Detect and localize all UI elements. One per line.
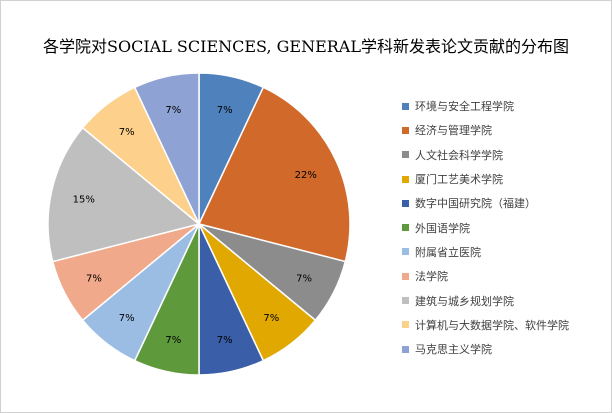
legend-label: 建筑与城乡规划学院 <box>415 294 514 308</box>
slice-data-label: 7% <box>263 313 279 324</box>
legend-item: 计算机与大数据学院、软件学院 <box>402 313 607 337</box>
slice-data-label: 7% <box>86 274 102 285</box>
legend-swatch <box>402 151 409 159</box>
legend-label: 计算机与大数据学院、软件学院 <box>415 318 569 332</box>
legend-item: 马克思主义学院 <box>402 337 607 361</box>
legend-item: 法学院 <box>402 264 607 288</box>
legend-swatch <box>402 321 409 329</box>
chart-title: 各学院对SOCIAL SCIENCES, GENERAL学科新发表论文贡献的分布… <box>43 37 569 56</box>
legend-item: 环境与安全工程学院 <box>402 94 607 118</box>
legend-label: 经济与管理学院 <box>415 124 492 138</box>
slice-data-label: 7% <box>165 105 181 116</box>
pie-slice <box>197 86 351 263</box>
legend-swatch <box>402 272 409 280</box>
slice-data-label: 7% <box>165 335 181 346</box>
legend-label: 人文社会科学学院 <box>415 148 503 162</box>
legend-swatch <box>402 175 409 183</box>
pie-slice <box>133 72 200 225</box>
legend-swatch <box>402 126 409 134</box>
legend-label: 数字中国研究院（福建） <box>415 197 536 211</box>
legend-item: 人文社会科学学院 <box>402 143 607 167</box>
legend-swatch <box>402 224 409 232</box>
legend-label: 附属省立医院 <box>415 245 481 259</box>
legend-swatch <box>402 199 409 207</box>
legend-label: 马克思主义学院 <box>415 343 492 357</box>
slice-data-label: 7% <box>217 105 233 116</box>
legend-item: 数字中国研究院（福建） <box>402 191 607 215</box>
slice-data-label: 7% <box>296 274 312 285</box>
legend-item: 经济与管理学院 <box>402 118 607 142</box>
slice-data-label: 7% <box>119 127 135 138</box>
slice-data-label: 7% <box>119 313 135 324</box>
legend-swatch <box>402 345 409 353</box>
legend-label: 外国语学院 <box>415 221 470 235</box>
legend-item: 附属省立医院 <box>402 240 607 264</box>
legend-item: 厦门工艺美术学院 <box>402 167 607 191</box>
pie-slice <box>47 126 201 263</box>
legend-label: 厦门工艺美术学院 <box>415 173 503 187</box>
legend-label: 环境与安全工程学院 <box>415 100 514 114</box>
legend-swatch <box>402 248 409 256</box>
legend-label: 法学院 <box>415 270 448 284</box>
legend-swatch <box>402 297 409 305</box>
legend: 环境与安全工程学院 经济与管理学院 人文社会科学学院 厦门工艺美术学院数字中国研究院（… <box>402 94 607 361</box>
legend-swatch <box>402 102 409 110</box>
slice-data-label: 22% <box>295 170 317 181</box>
legend-item: 建筑与城乡规划学院 <box>402 288 607 312</box>
slice-data-label: 7% <box>217 335 233 346</box>
slice-data-label: 15% <box>73 194 95 205</box>
legend-item: 外国语学院 <box>402 215 607 239</box>
